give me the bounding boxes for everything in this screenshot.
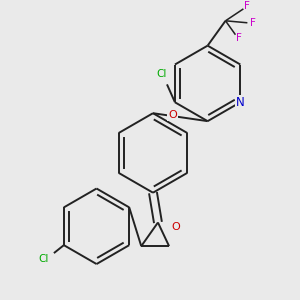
Text: O: O <box>168 110 177 120</box>
Text: Cl: Cl <box>157 70 167 80</box>
Text: N: N <box>236 96 245 109</box>
Text: O: O <box>172 223 180 232</box>
Text: F: F <box>244 1 250 11</box>
Text: F: F <box>250 18 256 28</box>
Text: F: F <box>236 33 242 43</box>
Text: Cl: Cl <box>39 254 49 264</box>
